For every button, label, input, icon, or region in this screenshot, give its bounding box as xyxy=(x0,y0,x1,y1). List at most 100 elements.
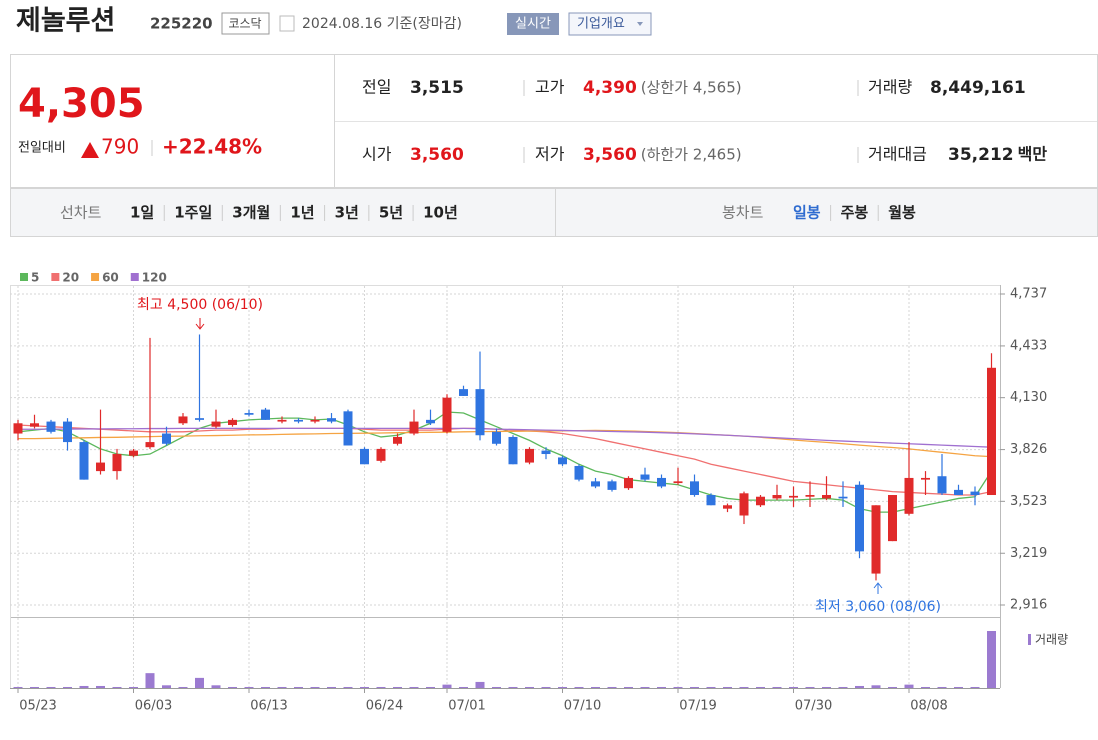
candle-body xyxy=(211,421,221,427)
period-tab[interactable]: 10년 xyxy=(423,204,458,222)
candle-body xyxy=(393,436,402,444)
change-rate: +22.48% xyxy=(162,135,262,159)
y-tick-label: 3,219 xyxy=(1010,546,1047,561)
volume-bar xyxy=(508,686,518,688)
candle-body xyxy=(30,423,39,427)
volume-bar xyxy=(178,686,188,688)
overview[interactable]: 기업개요 xyxy=(577,17,625,32)
candle-body xyxy=(442,397,452,432)
quote-label: 거래량 xyxy=(868,78,912,97)
candle-tab[interactable]: 월봉 xyxy=(888,204,916,222)
candle-body xyxy=(162,433,171,444)
legend-swatch xyxy=(20,273,28,281)
y-tick-label: 2,916 xyxy=(1010,598,1047,613)
x-tick-label: 06/03 xyxy=(135,699,172,714)
period-tab[interactable]: 1년 xyxy=(290,204,314,222)
candle-body xyxy=(360,448,369,465)
quote-label: 저가 xyxy=(535,145,565,164)
volume-bar xyxy=(475,681,485,688)
candle-body xyxy=(739,493,749,516)
volume-bar xyxy=(327,686,336,688)
candle-body xyxy=(129,450,138,456)
quote-label: 고가 xyxy=(535,78,565,97)
candle-body xyxy=(706,495,716,506)
change: 790 xyxy=(101,135,139,159)
volume-bar xyxy=(987,631,996,688)
volume-bar xyxy=(145,673,155,688)
candle-body xyxy=(244,413,254,415)
period-tab[interactable]: 5년 xyxy=(379,204,403,222)
volume-bar xyxy=(409,686,419,688)
candle-body xyxy=(492,431,501,444)
volume-bar xyxy=(558,686,567,688)
volume-bar xyxy=(360,686,369,688)
quote-value: 3,560 xyxy=(583,145,637,165)
period-tab[interactable]: 3개월 xyxy=(232,204,270,222)
quote-value: 3,560 xyxy=(410,145,464,165)
quote-label: 거래대금 xyxy=(868,145,927,164)
volume-bar xyxy=(574,686,584,688)
legend-label: 60 xyxy=(102,271,119,285)
candle-body xyxy=(459,389,468,396)
candle-tab[interactable]: 일봉 xyxy=(793,204,821,222)
clock-icon xyxy=(279,15,295,32)
volume-bar xyxy=(426,686,435,688)
quote-note: (상한가 4,565) xyxy=(641,79,742,97)
volume-bar xyxy=(640,686,650,688)
ma-line xyxy=(18,429,992,458)
volume-bar xyxy=(228,686,237,688)
volume-bar xyxy=(723,686,732,688)
candle-body xyxy=(888,495,897,542)
volume-bar xyxy=(162,685,171,688)
volume-bar xyxy=(921,686,930,688)
candle-body xyxy=(96,462,105,472)
period-tab[interactable]: 3년 xyxy=(335,204,359,222)
period-tab[interactable]: 1주일 xyxy=(174,204,212,222)
candle-body xyxy=(789,495,798,498)
candle-tab[interactable]: 주봉 xyxy=(841,204,869,222)
x-tick-label: 08/08 xyxy=(910,699,947,714)
candle-body xyxy=(63,421,72,443)
legend-label: 5 xyxy=(31,271,39,285)
candle-body xyxy=(690,481,699,496)
y-tick-label: 3,826 xyxy=(1010,442,1047,457)
volume-bar xyxy=(706,686,716,688)
candle-body xyxy=(426,419,435,424)
low-annotation: 최저 3,060 (08/06) xyxy=(815,599,941,615)
volume-bar xyxy=(690,686,699,688)
volume-bar xyxy=(888,686,897,688)
volume-bar xyxy=(294,686,303,688)
overview-button[interactable] xyxy=(568,12,652,36)
candle-body xyxy=(145,442,155,448)
candle-body xyxy=(525,448,534,463)
y-tick-label: 4,433 xyxy=(1010,338,1047,353)
candle-body xyxy=(987,367,996,496)
x-tick-label: 05/23 xyxy=(19,699,56,714)
volume-bar xyxy=(63,686,72,688)
candle-body xyxy=(541,450,551,455)
volume-bar xyxy=(525,686,534,688)
candle-body xyxy=(657,477,666,487)
legend-label: 120 xyxy=(142,271,167,285)
candle-body xyxy=(277,419,287,422)
volume-bar xyxy=(657,686,666,688)
period-tab[interactable]: 1일 xyxy=(130,204,154,222)
candle-body xyxy=(327,418,336,422)
stock-name: 제놀루션 xyxy=(16,6,115,37)
volume-legend-swatch xyxy=(1028,634,1031,645)
candle-body xyxy=(376,448,386,461)
volume-bar xyxy=(756,686,765,688)
volume-bar xyxy=(624,686,633,688)
candle-body xyxy=(673,481,683,484)
legend-label: 20 xyxy=(62,271,79,285)
change-label: 전일대비 xyxy=(18,141,66,156)
volume-bar xyxy=(442,684,452,688)
quote-unit: 백만 xyxy=(1018,145,1048,164)
realtime-button[interactable] xyxy=(507,13,559,35)
volume-bar xyxy=(970,686,980,688)
volume-bar xyxy=(591,686,600,688)
realtime[interactable]: 실시간 xyxy=(515,17,551,32)
candle-body xyxy=(178,416,188,424)
volume-bar xyxy=(343,686,353,688)
